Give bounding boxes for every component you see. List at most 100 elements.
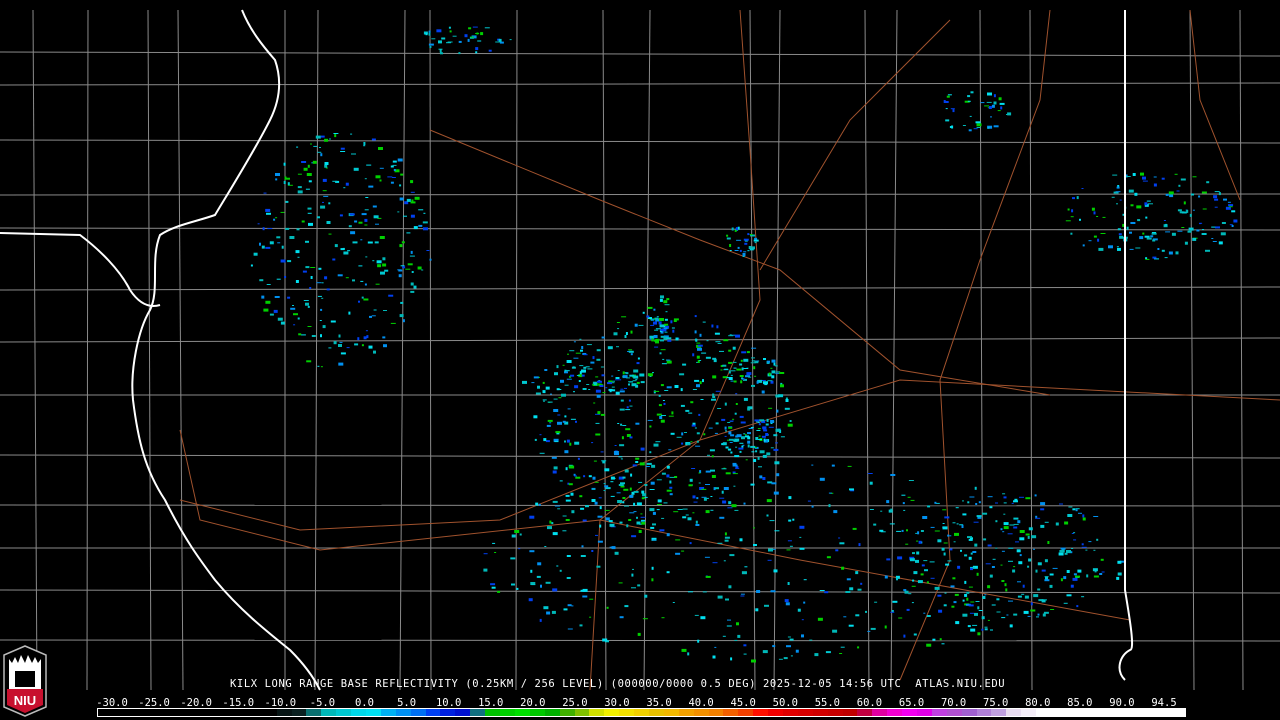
radar-echo <box>675 539 681 541</box>
radar-echo <box>981 616 985 620</box>
radar-echo <box>518 548 521 550</box>
radar-echo <box>858 543 861 547</box>
radar-echo <box>660 339 664 342</box>
radar-echo <box>347 250 351 252</box>
radar-echo <box>743 653 747 655</box>
radar-echo <box>350 231 356 235</box>
radar-echo <box>423 212 426 214</box>
radar-echo <box>1019 496 1024 498</box>
radar-echo <box>984 105 990 107</box>
radar-echo <box>1045 576 1048 580</box>
radar-echo <box>655 441 661 443</box>
radar-echo <box>1179 211 1184 214</box>
radar-echo <box>624 387 627 389</box>
radar-echo <box>423 227 428 231</box>
radar-echo <box>1135 247 1141 249</box>
colorbar-label: 50.0 <box>772 697 798 709</box>
radar-echo <box>559 569 562 572</box>
radar-echo <box>795 649 799 653</box>
radar-echo <box>565 370 570 372</box>
radar-echo <box>549 520 552 524</box>
radar-echo <box>1113 191 1119 194</box>
radar-echo <box>1028 527 1033 531</box>
radar-echo <box>750 427 754 428</box>
radar-echo <box>969 496 975 498</box>
radar-echo <box>1132 173 1136 176</box>
radar-echo <box>924 569 928 572</box>
radar-echo <box>417 266 422 270</box>
radar-echo <box>545 386 550 390</box>
radar-echo <box>1071 209 1074 213</box>
radar-echo <box>595 413 600 415</box>
radar-echo <box>698 482 701 484</box>
colorbar-label: 85.0 <box>1067 697 1093 709</box>
radar-echo <box>1223 198 1227 201</box>
radar-echo <box>682 516 687 519</box>
radar-echo <box>768 372 771 376</box>
colorbar-label: -15.0 <box>222 697 255 709</box>
radar-echo <box>616 346 619 348</box>
radar-echo <box>598 497 602 499</box>
radar-echo <box>656 504 662 505</box>
radar-echo <box>267 228 273 230</box>
radar-echo <box>723 560 726 562</box>
highways <box>179 9 1280 691</box>
radar-echo <box>1043 599 1047 601</box>
radar-echo <box>970 91 974 94</box>
radar-echo <box>655 340 659 344</box>
radar-echo <box>1088 240 1092 242</box>
radar-echo <box>941 547 945 551</box>
radar-echo <box>358 300 360 303</box>
radar-echo <box>732 418 735 420</box>
radar-echo <box>774 530 780 532</box>
radar-echo <box>606 606 609 609</box>
radar-echo <box>1071 533 1074 534</box>
radar-echo <box>1077 569 1082 573</box>
radar-echo <box>567 482 570 485</box>
radar-echo <box>603 483 606 485</box>
radar-echo <box>742 377 745 380</box>
radar-echo <box>901 529 904 532</box>
radar-echo <box>642 493 647 497</box>
radar-echo <box>699 360 702 361</box>
colorbar-segment <box>842 709 858 716</box>
radar-echo <box>1178 184 1181 187</box>
radar-echo <box>516 587 519 590</box>
radar-echo <box>283 162 286 166</box>
radar-echo <box>333 341 337 345</box>
radar-echo <box>697 344 703 347</box>
radar-echo <box>552 470 557 474</box>
radar-echo <box>857 588 862 591</box>
radar-echo <box>614 453 619 456</box>
radar-echo <box>987 107 990 109</box>
radar-echo <box>715 487 719 490</box>
radar-echo <box>631 535 637 538</box>
radar-echo <box>402 319 405 323</box>
radar-echo <box>651 566 654 570</box>
radar-echo <box>753 544 757 546</box>
radar-echo <box>789 420 792 422</box>
radar-echo <box>343 251 349 255</box>
radar-echo <box>544 369 548 371</box>
radar-echo <box>1093 516 1099 517</box>
radar-echo <box>1218 241 1223 245</box>
radar-echo <box>1007 533 1013 535</box>
radar-echo <box>553 438 559 442</box>
radar-echo <box>320 153 323 157</box>
radar-echo <box>622 501 625 504</box>
radar-echo <box>394 169 400 173</box>
radar-echo <box>773 569 778 573</box>
radar-echo <box>799 525 805 529</box>
radar-echo <box>984 628 988 631</box>
radar-echo <box>761 435 766 438</box>
radar-echo <box>713 359 717 363</box>
radar-echo <box>364 178 367 180</box>
radar-echo <box>1003 513 1006 515</box>
radar-echo <box>1033 594 1039 598</box>
radar-echo <box>723 467 726 469</box>
radar-echo <box>710 469 715 472</box>
colorbar-label: 70.0 <box>940 697 967 709</box>
radar-echo <box>774 461 780 465</box>
radar-echo <box>698 413 701 416</box>
radar-echo <box>729 250 732 251</box>
